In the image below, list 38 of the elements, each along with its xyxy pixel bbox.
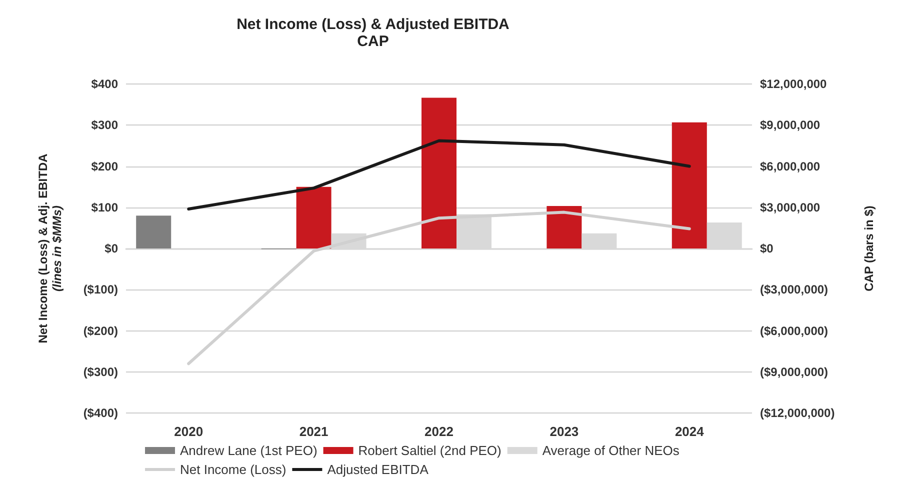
y2-tick-label: ($12,000,000): [760, 406, 835, 420]
legend-label: Andrew Lane (1st PEO): [180, 443, 318, 458]
x-tick-label: 2020: [174, 424, 204, 439]
bar: [136, 216, 172, 248]
x-tick-label: 2023: [550, 424, 579, 439]
y-tick-label: $100: [91, 200, 118, 214]
bar: [422, 98, 456, 248]
y2-tick-label: $6,000,000: [760, 159, 820, 174]
y2-tick-label: $12,000,000: [760, 77, 828, 91]
line-series: [187, 139, 691, 211]
y-tick-label: ($100): [83, 282, 118, 297]
y2-tick-label: $3,000,000: [760, 200, 820, 214]
bar: [296, 186, 332, 248]
x-tick-label: 2021: [299, 424, 328, 439]
bar: [672, 122, 707, 248]
y-tick-label: ($400): [83, 406, 118, 420]
y-tick-label: $200: [91, 159, 118, 174]
y-tick-label: $300: [91, 118, 118, 132]
y-tick-label: $0: [104, 242, 118, 256]
x-tick-label: 2022: [424, 424, 454, 439]
chart-subtitle: CAP: [357, 33, 389, 50]
x-tick-label: 2024: [674, 424, 705, 439]
legend-label: Average of Other NEOs: [542, 443, 680, 458]
y2-tick-label: $9,000,000: [760, 118, 820, 132]
legend-label: Net Income (Loss): [180, 462, 286, 477]
y2-axis-title: CAP (bars in $): [862, 206, 876, 292]
y-tick-label: ($300): [83, 364, 118, 379]
y2-tick-label: ($3,000,000): [760, 282, 828, 297]
chart-title: Net Income (Loss) & Adjusted EBITDA: [236, 16, 510, 33]
y2-tick-label: $0: [760, 242, 774, 256]
y2-tick-label: ($9,000,000): [760, 364, 828, 379]
y2-tick-label: ($6,000,000): [760, 324, 828, 338]
y-tick-label: $400: [91, 77, 118, 91]
bar: [546, 206, 582, 248]
legend-label: Robert Saltiel (2nd PEO): [358, 443, 502, 458]
y-tick-label: ($200): [83, 324, 118, 338]
y-axis-title: Net Income (Loss) & Adj. EBITDA (lines in $MMs): [36, 153, 64, 344]
legend-label: Adjusted EBITDA: [327, 462, 429, 477]
